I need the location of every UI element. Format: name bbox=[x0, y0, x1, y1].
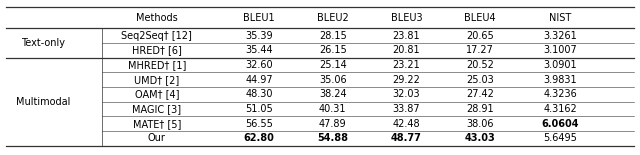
Text: MAGIC [3]: MAGIC [3] bbox=[132, 104, 181, 114]
Text: Text-only: Text-only bbox=[22, 38, 65, 48]
Text: 42.48: 42.48 bbox=[392, 119, 420, 129]
Text: 44.97: 44.97 bbox=[245, 75, 273, 85]
Text: 23.21: 23.21 bbox=[392, 60, 420, 70]
Text: Multimodal: Multimodal bbox=[17, 97, 70, 107]
Text: BLEU3: BLEU3 bbox=[390, 13, 422, 23]
Text: BLEU4: BLEU4 bbox=[464, 13, 496, 23]
Text: 28.15: 28.15 bbox=[319, 31, 347, 41]
Text: 20.81: 20.81 bbox=[392, 45, 420, 55]
Text: 43.03: 43.03 bbox=[465, 133, 495, 143]
Text: Methods: Methods bbox=[136, 13, 178, 23]
Text: MHRED† [1]: MHRED† [1] bbox=[127, 60, 186, 70]
Text: 6.0604: 6.0604 bbox=[541, 119, 579, 129]
Text: 3.3261: 3.3261 bbox=[543, 31, 577, 41]
Text: Seq2Seq† [12]: Seq2Seq† [12] bbox=[122, 31, 192, 41]
Text: 48.77: 48.77 bbox=[391, 133, 422, 143]
Text: 20.65: 20.65 bbox=[466, 31, 494, 41]
Text: 48.30: 48.30 bbox=[246, 89, 273, 99]
Text: 47.89: 47.89 bbox=[319, 119, 347, 129]
Text: 4.3162: 4.3162 bbox=[543, 104, 577, 114]
Text: 25.03: 25.03 bbox=[466, 75, 494, 85]
Text: 17.27: 17.27 bbox=[466, 45, 494, 55]
Text: 32.60: 32.60 bbox=[245, 60, 273, 70]
Text: MATE† [5]: MATE† [5] bbox=[132, 119, 181, 129]
Text: 26.15: 26.15 bbox=[319, 45, 347, 55]
Text: 38.24: 38.24 bbox=[319, 89, 347, 99]
Text: 5.6495: 5.6495 bbox=[543, 133, 577, 143]
Text: 35.06: 35.06 bbox=[319, 75, 347, 85]
Text: 35.44: 35.44 bbox=[245, 45, 273, 55]
Text: 33.87: 33.87 bbox=[392, 104, 420, 114]
Text: 3.9831: 3.9831 bbox=[543, 75, 577, 85]
Text: BLEU2: BLEU2 bbox=[317, 13, 349, 23]
Text: 27.42: 27.42 bbox=[466, 89, 494, 99]
Text: 29.22: 29.22 bbox=[392, 75, 420, 85]
Text: UMD† [2]: UMD† [2] bbox=[134, 75, 179, 85]
Text: 35.39: 35.39 bbox=[245, 31, 273, 41]
Text: Our: Our bbox=[148, 133, 166, 143]
Text: 38.06: 38.06 bbox=[467, 119, 493, 129]
Text: 4.3236: 4.3236 bbox=[543, 89, 577, 99]
Text: 3.0901: 3.0901 bbox=[543, 60, 577, 70]
Text: BLEU1: BLEU1 bbox=[243, 13, 275, 23]
Text: 56.55: 56.55 bbox=[245, 119, 273, 129]
Text: 32.03: 32.03 bbox=[392, 89, 420, 99]
Text: 20.52: 20.52 bbox=[466, 60, 494, 70]
Text: 51.05: 51.05 bbox=[245, 104, 273, 114]
Text: 23.81: 23.81 bbox=[392, 31, 420, 41]
Text: 3.1007: 3.1007 bbox=[543, 45, 577, 55]
Text: OAM† [4]: OAM† [4] bbox=[134, 89, 179, 99]
Text: 25.14: 25.14 bbox=[319, 60, 347, 70]
Text: 28.91: 28.91 bbox=[466, 104, 494, 114]
Text: 54.88: 54.88 bbox=[317, 133, 348, 143]
Text: NIST: NIST bbox=[549, 13, 571, 23]
Text: 62.80: 62.80 bbox=[244, 133, 275, 143]
Text: 40.31: 40.31 bbox=[319, 104, 346, 114]
Text: HRED† [6]: HRED† [6] bbox=[132, 45, 182, 55]
